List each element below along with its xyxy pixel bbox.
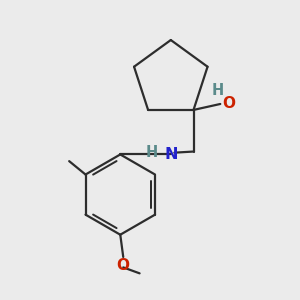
Text: H: H xyxy=(146,146,158,160)
Text: O: O xyxy=(222,97,235,112)
Text: H: H xyxy=(211,83,224,98)
Text: O: O xyxy=(117,259,130,274)
Text: N: N xyxy=(164,147,178,162)
